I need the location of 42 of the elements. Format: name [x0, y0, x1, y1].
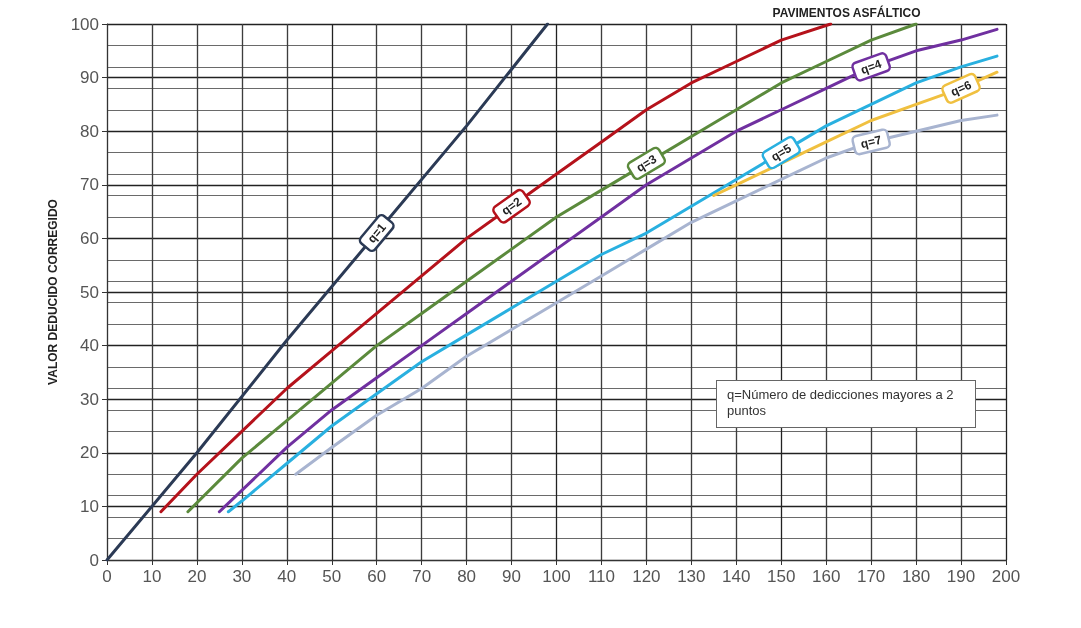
chart-title: PAVIMENTOS ASFÁLTICO [772, 5, 921, 20]
y-tick-label: 0 [89, 550, 99, 570]
x-tick-label: 80 [457, 567, 477, 586]
x-tick-label: 180 [901, 567, 931, 586]
x-tick-label: 160 [812, 567, 841, 586]
x-tick-label: 100 [542, 567, 571, 586]
y-tick-label: 80 [80, 121, 99, 141]
y-tick-label: 90 [80, 68, 99, 88]
x-tick-label: 120 [632, 567, 661, 586]
x-tick-label: 20 [187, 567, 207, 586]
x-tick-label: 150 [767, 567, 796, 586]
x-tick-label: 30 [232, 567, 252, 586]
x-tick-label: 60 [367, 567, 387, 586]
series-label: q=1 [364, 220, 390, 246]
x-tick-label: 170 [856, 567, 886, 586]
x-tick-label: 130 [677, 567, 706, 586]
series-label: q=5 [768, 141, 795, 165]
annotation: q=Número de dedicciones mayores a 2 puntos [716, 380, 976, 428]
x-tick-label: 40 [277, 567, 297, 586]
x-tick-label: 140 [722, 567, 751, 586]
y-tick-label: 60 [80, 228, 99, 248]
series-label: q=3 [633, 151, 660, 175]
x-tick-label: 50 [322, 567, 342, 586]
y-tick-label: 50 [80, 282, 99, 302]
x-tick-label: 0 [102, 567, 112, 586]
x-tick-label: 110 [587, 567, 615, 586]
y-tick-label: 100 [70, 14, 99, 34]
line-series [294, 113, 999, 476]
series-label: q=4 [858, 56, 884, 78]
x-tick-label: 200 [991, 567, 1021, 586]
y-tick-label: 30 [80, 389, 99, 409]
x-tick-label: 90 [502, 567, 522, 586]
x-tick-label: 10 [142, 567, 162, 586]
series-label: q=6 [948, 77, 974, 99]
y-tick-label: 70 [80, 175, 99, 195]
y-tick-label: 10 [80, 496, 99, 516]
series-label: q=2 [498, 194, 525, 219]
x-tick-label: 70 [412, 567, 432, 586]
y-axis-title: VALOR DEDUCIDO CORREGIDO [46, 199, 60, 385]
x-tick-label: 190 [946, 567, 976, 586]
y-tick-label: 20 [80, 443, 99, 463]
y-tick-label: 40 [80, 336, 99, 356]
